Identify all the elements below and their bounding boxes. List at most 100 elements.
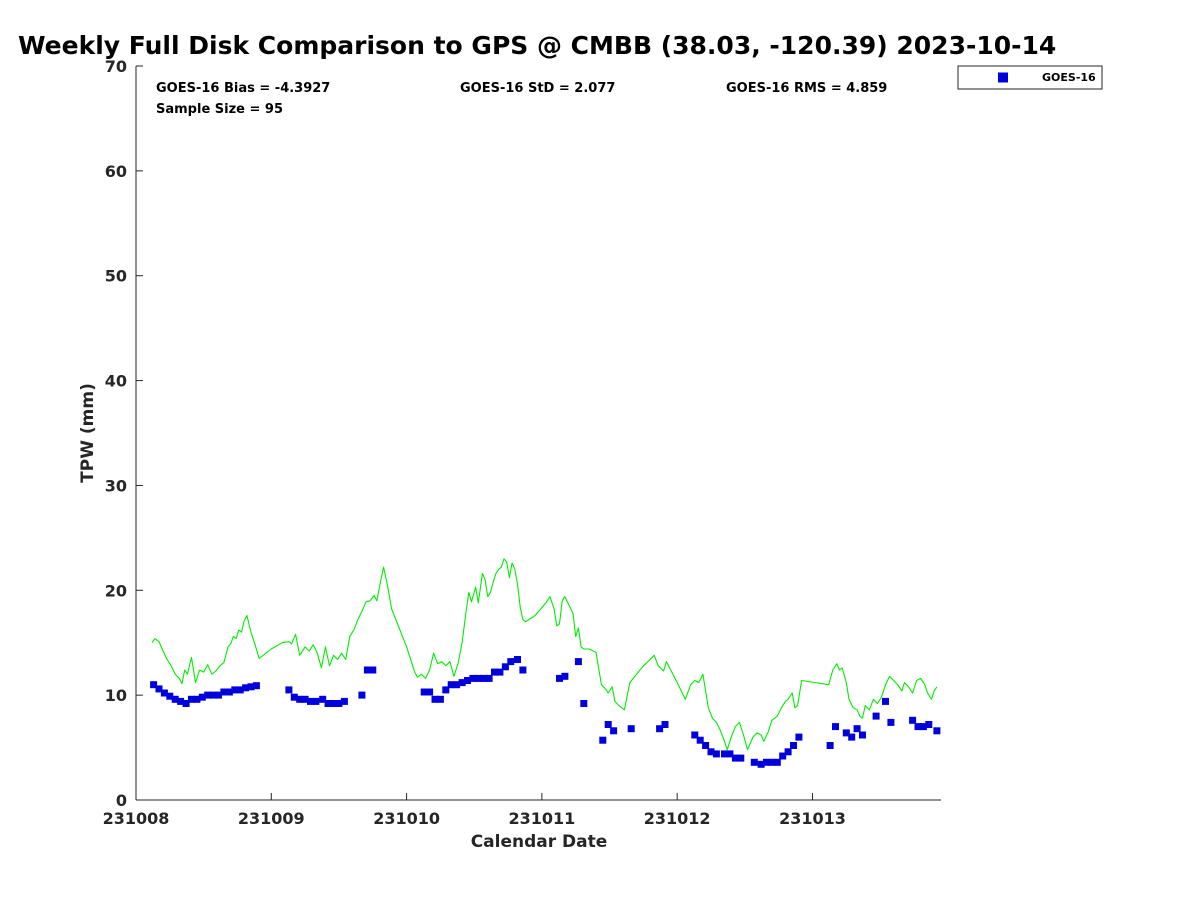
- goes16-point: [453, 681, 461, 689]
- goes16-point: [496, 668, 504, 676]
- goes16-point: [330, 700, 337, 707]
- goes16-point: [853, 725, 861, 733]
- bias-stat: GOES-16 Bias = -4.3927: [156, 81, 330, 96]
- goes16-point: [301, 695, 309, 703]
- chart-title: Weekly Full Disk Comparison to GPS @ CMB…: [18, 31, 1056, 60]
- goes16-point: [859, 731, 866, 739]
- plot-area: 0 10 20 30 40 50 60 70 231008 231009 231010 231011 2…: [103, 57, 941, 828]
- gps-series-line: [151, 558, 938, 751]
- y-tick-label: 70: [105, 57, 127, 76]
- goes16-point: [696, 736, 704, 744]
- goes16-point: [519, 666, 527, 674]
- y-tick-label: 10: [105, 686, 127, 705]
- y-tick-label: 50: [105, 267, 127, 286]
- goes16-point: [790, 742, 797, 749]
- goes16-point: [757, 760, 765, 768]
- goes16-point: [285, 686, 293, 694]
- goes16-point: [726, 750, 734, 758]
- y-tick-label: 60: [105, 162, 127, 181]
- goes16-point: [340, 697, 348, 705]
- goes16-point: [369, 666, 377, 674]
- y-tick-label: 20: [105, 581, 127, 600]
- goes16-point: [458, 679, 466, 687]
- goes16-point: [296, 695, 304, 703]
- goes16-series-layer: [150, 656, 941, 768]
- x-tick-label: 231013: [779, 809, 846, 828]
- sample-size-stat: Sample Size = 95: [156, 102, 283, 117]
- goes16-point: [166, 692, 174, 700]
- goes16-point: [507, 658, 515, 666]
- goes16-point: [925, 721, 933, 728]
- y-axis-label: TPW (mm): [78, 383, 98, 483]
- goes16-point: [773, 758, 781, 766]
- goes16-point: [826, 742, 834, 749]
- goes16-point: [307, 697, 314, 705]
- goes16-point: [919, 723, 927, 731]
- goes16-point: [324, 700, 332, 707]
- goes16-point: [358, 691, 366, 699]
- goes16-point: [215, 691, 222, 699]
- goes16-point: [442, 686, 450, 694]
- goes16-point: [312, 697, 320, 705]
- goes16-point: [290, 693, 298, 701]
- goes16-point: [247, 683, 255, 691]
- x-tick-label: 231010: [373, 809, 440, 828]
- goes16-point: [842, 729, 850, 737]
- axes-layer: 0 10 20 30 40 50 60 70 231008 231009 231010 231011 2…: [103, 57, 941, 828]
- goes16-point: [712, 750, 720, 758]
- goes16-point: [436, 695, 444, 703]
- goes16-point: [707, 748, 715, 756]
- goes16-point: [574, 658, 582, 666]
- goes16-point: [832, 723, 839, 731]
- legend-goes16-marker: [998, 72, 1008, 83]
- goes16-point: [721, 750, 728, 758]
- x-tick-label: 231008: [103, 809, 170, 828]
- goes16-point: [795, 733, 803, 741]
- goes16-point: [204, 691, 212, 699]
- goes16-point: [779, 752, 787, 760]
- goes16-point: [656, 725, 664, 733]
- goes16-point: [426, 688, 434, 696]
- goes16-point: [691, 731, 699, 739]
- goes16-point: [225, 688, 233, 696]
- goes16-point: [661, 721, 669, 728]
- goes16-point: [610, 727, 618, 735]
- goes16-point: [514, 656, 521, 663]
- gps-series-layer: [151, 558, 938, 751]
- goes16-point: [252, 682, 260, 690]
- goes16-point: [171, 695, 179, 703]
- goes16-point: [220, 688, 228, 696]
- goes16-point: [882, 697, 889, 705]
- goes16-point: [909, 716, 917, 724]
- x-axis-label: Calendar Date: [471, 832, 608, 852]
- goes16-point: [750, 758, 758, 766]
- goes16-point: [236, 686, 244, 694]
- goes16-point: [469, 674, 477, 682]
- goes16-point: [501, 663, 509, 671]
- goes16-point: [848, 733, 856, 741]
- goes16-point: [160, 689, 168, 697]
- goes16-point: [485, 674, 493, 682]
- goes16-point: [188, 695, 195, 703]
- goes16-point: [480, 674, 488, 682]
- goes16-point: [599, 736, 607, 744]
- rms-stat: GOES-16 RMS = 4.859: [726, 81, 887, 96]
- x-tick-label: 231009: [238, 809, 305, 828]
- goes16-point: [242, 684, 250, 692]
- x-tick-label: 231011: [508, 809, 575, 828]
- goes16-point: [177, 697, 185, 705]
- legend-goes16-label: GOES-16: [1042, 71, 1096, 84]
- goes16-point: [561, 672, 569, 680]
- goes16-point: [319, 695, 327, 703]
- goes16-point: [914, 723, 922, 731]
- goes16-point: [763, 758, 770, 766]
- goes16-point: [737, 754, 745, 762]
- goes16-point: [335, 700, 343, 707]
- goes16-point: [627, 725, 635, 733]
- goes16-point: [431, 695, 439, 703]
- goes16-point: [580, 700, 588, 707]
- goes16-point: [193, 695, 201, 703]
- goes16-point: [474, 674, 482, 682]
